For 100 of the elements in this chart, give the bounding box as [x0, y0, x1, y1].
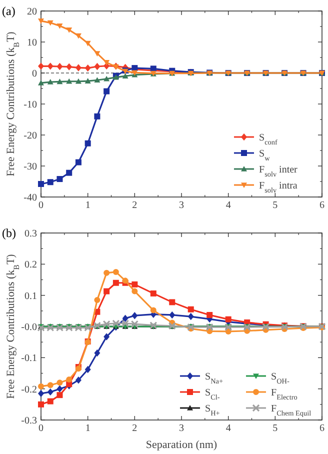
point [104, 288, 110, 294]
point [150, 307, 156, 314]
x-tick-label: 4 [226, 423, 231, 434]
point [47, 62, 54, 70]
y-tick-label: 20 [27, 6, 37, 18]
legend-label: F$_{solv}$ intra [259, 180, 298, 194]
point [132, 288, 138, 294]
legend-label: S$_{Cl-}$ [205, 388, 220, 402]
legend-label: S$_{OH-}$ [271, 372, 290, 386]
x-tick-label: 1 [85, 200, 90, 211]
y-tick-label: 0.3 [24, 228, 37, 240]
point [66, 78, 72, 84]
y-tick-label: -0.2 [21, 384, 37, 396]
x-tick-label: 2 [132, 423, 138, 434]
y-tick-label: 0.1 [24, 290, 37, 302]
point [56, 380, 63, 386]
x-tick-label: 3 [179, 423, 184, 434]
point [188, 312, 194, 320]
point [38, 180, 44, 187]
point [94, 62, 100, 70]
chart-title: (a) [2, 4, 16, 18]
point [38, 62, 44, 70]
point [66, 28, 72, 33]
x-tick-label: 4 [226, 200, 231, 211]
point [56, 78, 63, 84]
point [94, 77, 100, 83]
point [75, 78, 82, 84]
point [47, 20, 54, 26]
point [150, 66, 156, 72]
point [150, 290, 156, 296]
y-tick-label: -0.3 [21, 416, 37, 426]
y-tick-label: -20 [24, 130, 37, 142]
point [206, 312, 213, 318]
point [150, 321, 158, 330]
point [66, 170, 72, 176]
point [132, 281, 138, 288]
point [47, 382, 54, 388]
point [84, 140, 91, 146]
point [47, 179, 54, 186]
x-tick-label: 6 [320, 200, 324, 211]
legend-label: S$_{Na+}$ [205, 372, 223, 386]
x-tick-label: 2 [132, 200, 138, 211]
point [94, 51, 100, 56]
point [122, 314, 128, 322]
point [56, 385, 63, 392]
point [38, 401, 44, 408]
y-tick-label: 10 [27, 38, 37, 48]
legend-label: S$_{H+}$ [205, 404, 220, 418]
point [38, 390, 44, 398]
y-tick-label: -30 [24, 162, 37, 172]
x-tick-label: 3 [179, 200, 184, 211]
point [84, 366, 91, 374]
x-axis-title: Separation (nm) [146, 439, 218, 451]
y-tick-label: 0 [32, 68, 37, 80]
point [56, 392, 63, 398]
legend-label: F$_{solv}$ inter [259, 164, 298, 178]
point [75, 159, 82, 166]
point [94, 113, 100, 120]
point [94, 349, 100, 357]
legend-label: S$_{conf}$ [259, 132, 278, 146]
y-tick-label: -0.0 [21, 322, 37, 333]
point [75, 376, 82, 384]
point [47, 78, 54, 84]
point [66, 376, 72, 382]
x-tick-label: 5 [272, 200, 278, 211]
point [104, 333, 110, 340]
point [104, 60, 110, 66]
point [94, 297, 100, 304]
point [75, 64, 82, 72]
chart-title: (b) [2, 226, 16, 240]
y-tick-label: -0.1 [21, 353, 37, 364]
point [84, 78, 91, 84]
point [47, 388, 54, 396]
point [112, 280, 119, 286]
y-tick-label: -10 [24, 100, 37, 110]
point [169, 299, 176, 306]
point [225, 316, 232, 322]
x-tick-label: 5 [272, 423, 278, 434]
point [56, 62, 63, 70]
legend-label: F$_{Chem Equil}$ [271, 404, 312, 418]
point [38, 383, 44, 390]
point [38, 18, 44, 24]
x-tick-label: 6 [320, 423, 324, 434]
point [104, 88, 110, 94]
point [188, 306, 194, 312]
point [169, 311, 176, 319]
point [112, 268, 119, 275]
point [38, 80, 44, 86]
legend-label: F$_{Electro}$ [271, 388, 298, 402]
x-tick-label: 1 [85, 423, 90, 434]
legend-label: S$_{w}$ [259, 148, 271, 162]
y-tick-label: -40 [24, 192, 37, 204]
point [56, 23, 63, 29]
point [104, 270, 110, 276]
point [56, 176, 63, 182]
point [47, 398, 54, 404]
point [66, 63, 72, 70]
point [75, 33, 82, 39]
point [84, 64, 91, 72]
point [104, 76, 110, 82]
